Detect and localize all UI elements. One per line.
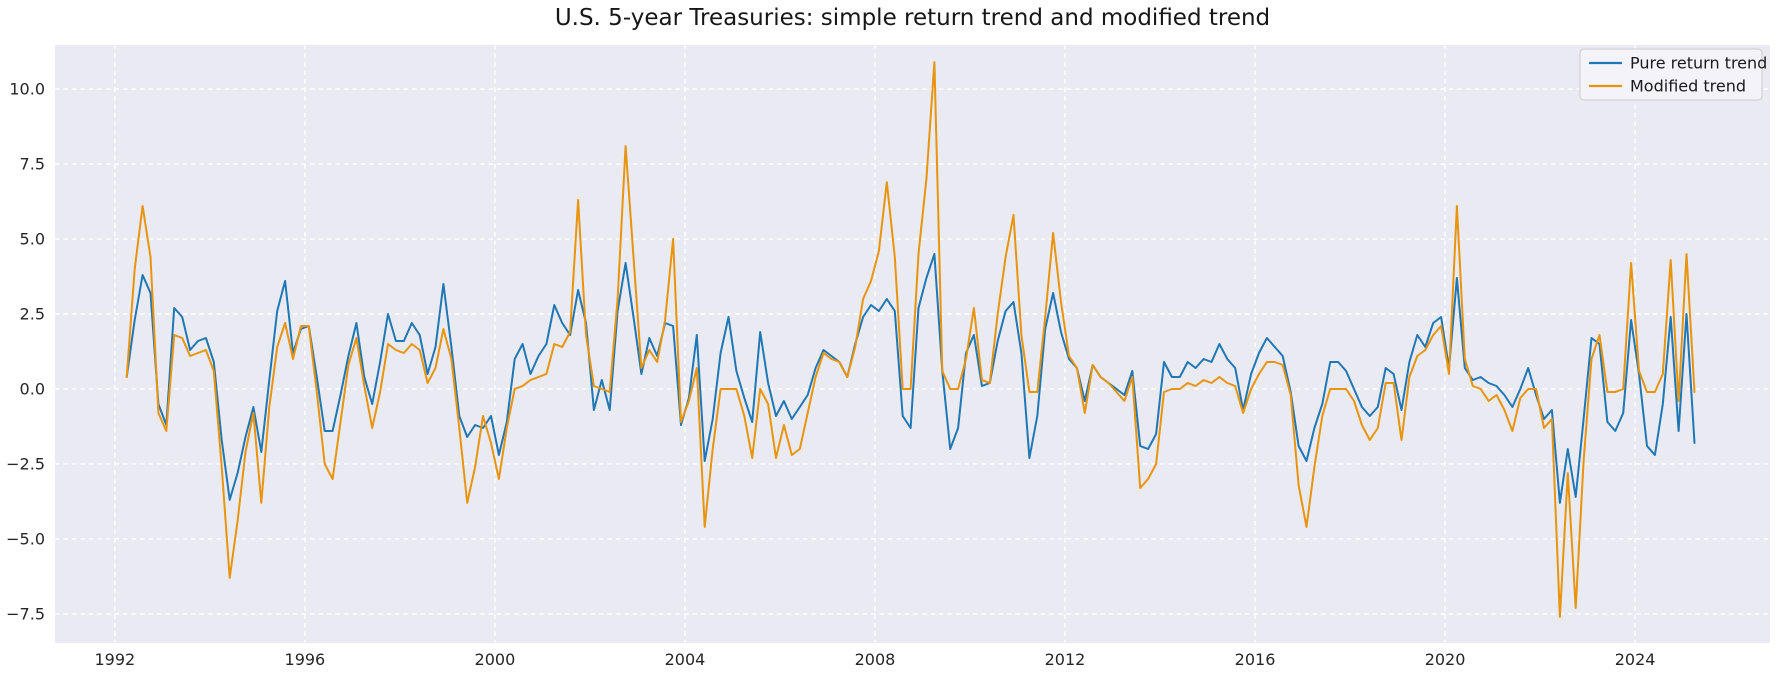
x-tick-label-2024: 2024	[1615, 650, 1656, 669]
y-tick-label-7.5: 7.5	[20, 155, 45, 174]
y-tick-label-2.5: 2.5	[20, 305, 45, 324]
legend-box	[1579, 48, 1763, 101]
x-tick-label-2020: 2020	[1425, 650, 1466, 669]
x-tick-label-2000: 2000	[475, 650, 516, 669]
y-tick-label-5: 5.0	[20, 230, 45, 249]
x-tick-label-2004: 2004	[665, 650, 706, 669]
x-tick-label-1992: 1992	[94, 650, 135, 669]
legend-label-pure-return-trend: Pure return trend	[1630, 54, 1767, 73]
legend-label-modified-trend: Modified trend	[1630, 77, 1746, 96]
x-tick-label-2008: 2008	[855, 650, 896, 669]
y-tick-label--5: −5.0	[6, 529, 45, 548]
y-tick-label--7.5: −7.5	[6, 604, 45, 623]
chart-title: U.S. 5-year Treasuries: simple return tr…	[554, 5, 1271, 31]
x-tick-label-2016: 2016	[1235, 650, 1276, 669]
x-tick-label-2012: 2012	[1045, 650, 1086, 669]
x-tick-label-1996: 1996	[285, 650, 326, 669]
series-line-pure-return-trend	[125, 253, 1696, 504]
y-tick-label-0: 0.0	[20, 379, 45, 398]
y-tick-label--2.5: −2.5	[6, 454, 45, 473]
y-tick-label-10: 10.0	[9, 80, 45, 99]
series-line-modified-trend	[125, 61, 1696, 618]
